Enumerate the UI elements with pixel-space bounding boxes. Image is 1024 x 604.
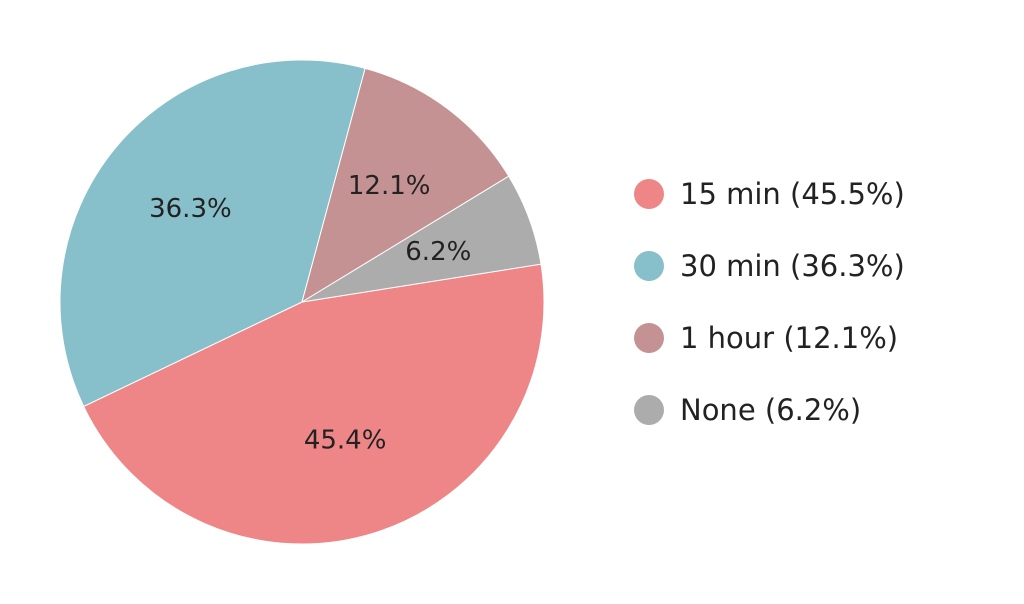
legend-marker bbox=[634, 251, 664, 281]
legend-marker bbox=[634, 395, 664, 425]
pie-slices bbox=[59, 59, 545, 545]
pie-slice-1-hour bbox=[301, 67, 510, 304]
pie-slice-none bbox=[301, 175, 542, 303]
pie-slice-15-min bbox=[83, 263, 545, 545]
legend-marker bbox=[634, 179, 664, 209]
slice-label: 12.1% bbox=[348, 171, 431, 201]
slice-label: 36.3% bbox=[149, 194, 232, 224]
legend-marker bbox=[634, 323, 664, 353]
legend: 15 min (45.5%) 30 min (36.3%) 1 hour (12.1… bbox=[634, 177, 905, 427]
legend-label: 15 min (45.5%) bbox=[680, 177, 905, 211]
slice-label: 45.4% bbox=[304, 426, 387, 456]
legend-label: 1 hour (12.1%) bbox=[680, 321, 898, 355]
legend-label: 30 min (36.3%) bbox=[680, 249, 905, 283]
pie-slice-30-min bbox=[59, 59, 366, 408]
pie-slice-labels: 45.4% 36.3% 12.1% 6.2% bbox=[149, 171, 471, 456]
legend-label: None (6.2%) bbox=[680, 393, 861, 427]
slice-label: 6.2% bbox=[405, 237, 471, 267]
